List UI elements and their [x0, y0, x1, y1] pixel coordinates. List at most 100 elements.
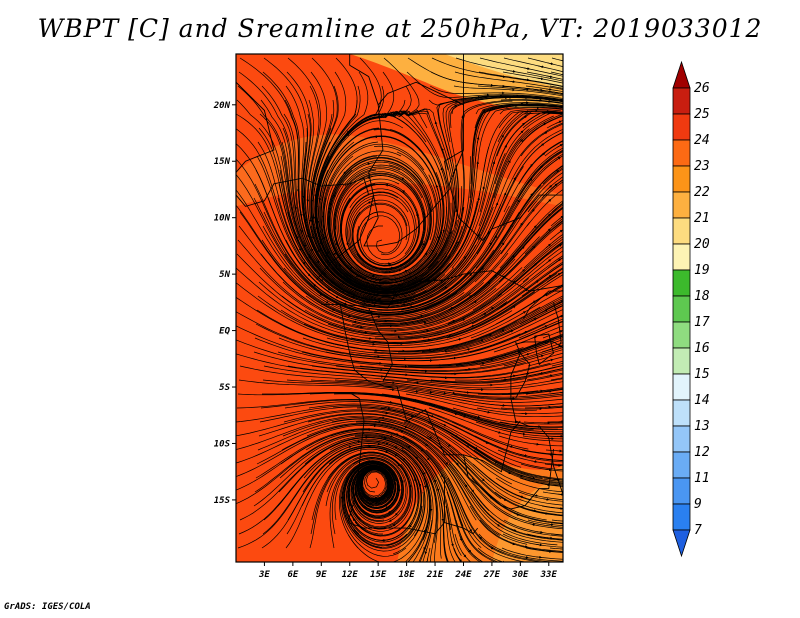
streamline	[550, 533, 563, 536]
streamline-arrow	[553, 478, 561, 482]
streamline-arrow	[557, 493, 563, 496]
y-tick-label: 10S	[214, 439, 231, 449]
streamline-arrow	[536, 543, 543, 547]
border-line	[522, 290, 563, 320]
streamline-arrow	[392, 432, 400, 436]
streamline	[474, 435, 563, 461]
streamline-arrow	[477, 339, 484, 343]
streamline-arrow	[309, 245, 314, 252]
streamline-arrow	[463, 391, 470, 394]
streamline-arrow	[536, 389, 544, 393]
streamline-arrow	[307, 253, 311, 259]
streamline-arrow	[413, 454, 419, 460]
x-tick-label: 12E	[342, 570, 359, 580]
streamline	[503, 57, 563, 73]
colorbar-swatch	[672, 165, 691, 193]
streamline-arrow	[454, 460, 459, 466]
streamline	[502, 71, 563, 84]
colorbar-swatch	[672, 399, 691, 427]
streamline-arrow	[333, 191, 337, 198]
streamline-arrow	[553, 170, 560, 175]
streamline	[474, 103, 563, 129]
streamline-arrow	[457, 556, 462, 562]
streamline-arrow	[505, 470, 512, 475]
colorbar-swatch	[672, 477, 691, 505]
streamline-arrow	[520, 245, 525, 251]
streamline-arrow	[545, 213, 551, 219]
streamline-arrow	[494, 430, 502, 434]
streamline	[519, 477, 563, 487]
streamline-arrow	[451, 100, 459, 104]
streamline-arrow	[403, 471, 408, 477]
streamline-arrow	[460, 414, 467, 418]
colorbar-label: 20	[694, 237, 710, 252]
streamline-arrow	[346, 278, 352, 283]
streamline	[493, 325, 563, 353]
streamline	[472, 463, 563, 506]
streamline-arrow	[468, 526, 472, 533]
streamline-arrow	[387, 434, 394, 438]
streamline	[550, 377, 563, 381]
streamline	[525, 202, 563, 241]
streamline-arrow	[400, 477, 404, 484]
streamline-arrow	[325, 286, 331, 291]
streamline-arrow	[499, 75, 506, 79]
border-line	[463, 449, 554, 510]
field-region	[444, 54, 563, 88]
streamline-arrow	[509, 80, 516, 84]
colorbar-swatch	[672, 191, 691, 219]
streamline	[355, 421, 563, 541]
streamline-arrow	[388, 388, 395, 392]
streamline	[521, 449, 563, 456]
colorbar-swatch	[672, 295, 691, 323]
streamline-arrow	[374, 496, 381, 500]
streamline	[350, 268, 563, 343]
streamline-arrow	[451, 540, 454, 547]
colorbar-label: 26	[694, 81, 710, 96]
streamline-arrow	[323, 300, 329, 304]
streamline-arrow	[485, 334, 492, 338]
streamline-arrow	[409, 522, 414, 528]
streamline-arrow	[537, 372, 544, 375]
streamline-arrow	[521, 454, 528, 457]
streamline-arrow	[346, 239, 349, 246]
streamline-arrow	[544, 100, 552, 103]
colorbar-label: 7	[694, 523, 702, 538]
streamline-arrow	[468, 325, 475, 329]
streamline-arrow	[397, 264, 404, 268]
streamline-arrow	[507, 445, 514, 448]
colorbar-swatch	[672, 425, 691, 453]
streamline-arrow	[399, 445, 405, 449]
streamline-arrow	[385, 466, 391, 472]
colorbar: 26 25 24 23 22 21 20 19 18 17 16 15 14 13 12 11 9 7	[672, 60, 710, 558]
streamline-arrow	[547, 184, 553, 190]
streamline-arrow	[544, 483, 551, 487]
streamline-arrow	[555, 258, 562, 263]
x-tick-label: 3E	[258, 570, 270, 580]
streamline-arrow	[517, 494, 524, 498]
streamline-arrow	[500, 275, 506, 280]
streamline-arrow	[556, 345, 563, 348]
streamline-arrow	[347, 264, 353, 270]
streamline-arrow	[461, 115, 464, 122]
streamline-arrow	[545, 389, 553, 393]
streamline-arrow	[314, 230, 318, 238]
streamline-arrow	[509, 69, 516, 73]
streamline-arrow	[412, 309, 420, 312]
streamline-arrow	[476, 161, 480, 168]
streamline-arrow	[365, 336, 372, 340]
colorbar-label: 11	[694, 471, 710, 486]
streamline-arrow	[522, 392, 530, 395]
streamline-arrow	[531, 335, 538, 339]
streamline-arrow	[463, 482, 468, 488]
streamline-arrow	[518, 130, 524, 136]
streamline	[470, 289, 563, 339]
streamline-arrow	[530, 509, 537, 512]
streamline-arrow	[477, 197, 480, 204]
streamline-arrow	[543, 111, 550, 115]
y-axis: 20N 15N 10N 5N EQ 5S 10S 15S	[213, 101, 236, 506]
streamline-arrow	[459, 535, 463, 542]
streamline-arrow	[469, 487, 475, 493]
y-tick-label: 15N	[214, 157, 231, 167]
streamline-arrow	[391, 445, 398, 449]
